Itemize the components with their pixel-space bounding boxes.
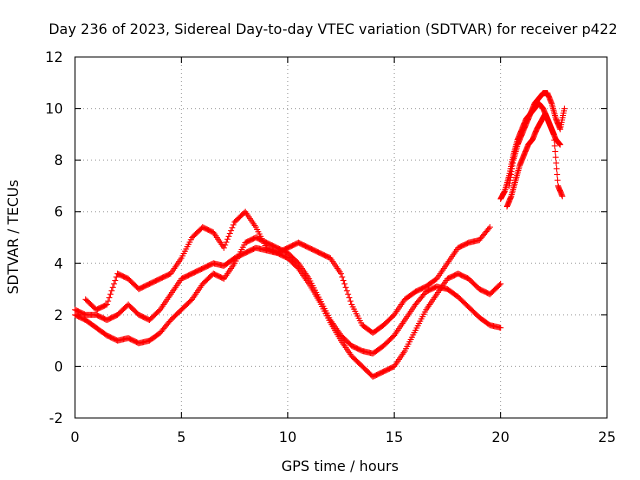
data-point [561,105,568,112]
gridlines [75,57,607,418]
data-point [108,287,115,294]
x-axis-label: GPS time / hours [281,459,398,475]
data-point [496,282,503,289]
data-point [223,239,230,246]
data-point [553,165,560,172]
data-point [550,131,557,138]
data-point [338,270,344,277]
data-point [342,284,349,291]
data-point [551,137,558,144]
x-tick-label: 0 [71,430,80,446]
trace-a [72,234,504,357]
y-tick-label: 8 [54,153,63,169]
trace-e [503,110,566,210]
data-point [554,177,561,184]
data-point [553,160,560,167]
data-point [486,224,493,231]
x-tick-label: 20 [492,430,510,446]
x-tick-label: 10 [279,430,297,446]
data-point [226,230,233,237]
data-point [340,277,347,284]
data-point [220,244,227,251]
data-point [222,241,229,248]
data-point [109,284,116,291]
trace-c [82,208,493,336]
x-tick-label: 5 [177,430,186,446]
data-point [228,227,235,234]
data-point [341,280,348,287]
x-tick-label: 15 [385,430,403,446]
data-point [552,154,559,161]
plot-frame [74,56,608,419]
data-point [497,280,504,287]
data-point [339,274,346,281]
data-point [557,141,564,148]
y-tick-label: 12 [45,50,63,66]
data-point [485,225,492,232]
data-point [105,298,112,305]
y-tick-label: 2 [54,308,63,324]
data-point [554,171,561,178]
data-point [107,291,114,298]
y-tick-label: 10 [45,102,63,118]
chart-title: Day 236 of 2023, Sidereal Day-to-day VTE… [49,22,618,38]
data-point [111,280,118,287]
x-tick-label: 25 [598,430,616,446]
data-point [345,291,352,298]
y-tick-label: -2 [49,411,63,427]
axis-ticks: 0 5 10 15 20 25 -2 0 2 4 6 8 10 12 [45,50,616,446]
data-point [225,233,232,240]
data-point [224,236,231,243]
y-tick-label: 4 [54,256,63,272]
data-point [552,148,559,155]
data-point [102,302,109,309]
data-point [559,193,566,200]
trace-b [72,244,504,380]
trace-f [506,90,568,189]
data-point [106,294,113,301]
data-point [230,221,237,228]
data-point [346,294,353,301]
data-point [229,224,236,231]
data-point [112,277,119,284]
data-point [103,301,110,308]
y-axis-label: SDTVAR / TECUs [6,180,22,295]
data-point [343,287,350,294]
y-tick-label: 6 [54,205,63,221]
y-tick-label: 0 [54,359,63,375]
data-point [551,142,558,149]
data-point [497,324,504,331]
data-points [72,90,568,380]
data-point [347,298,354,305]
